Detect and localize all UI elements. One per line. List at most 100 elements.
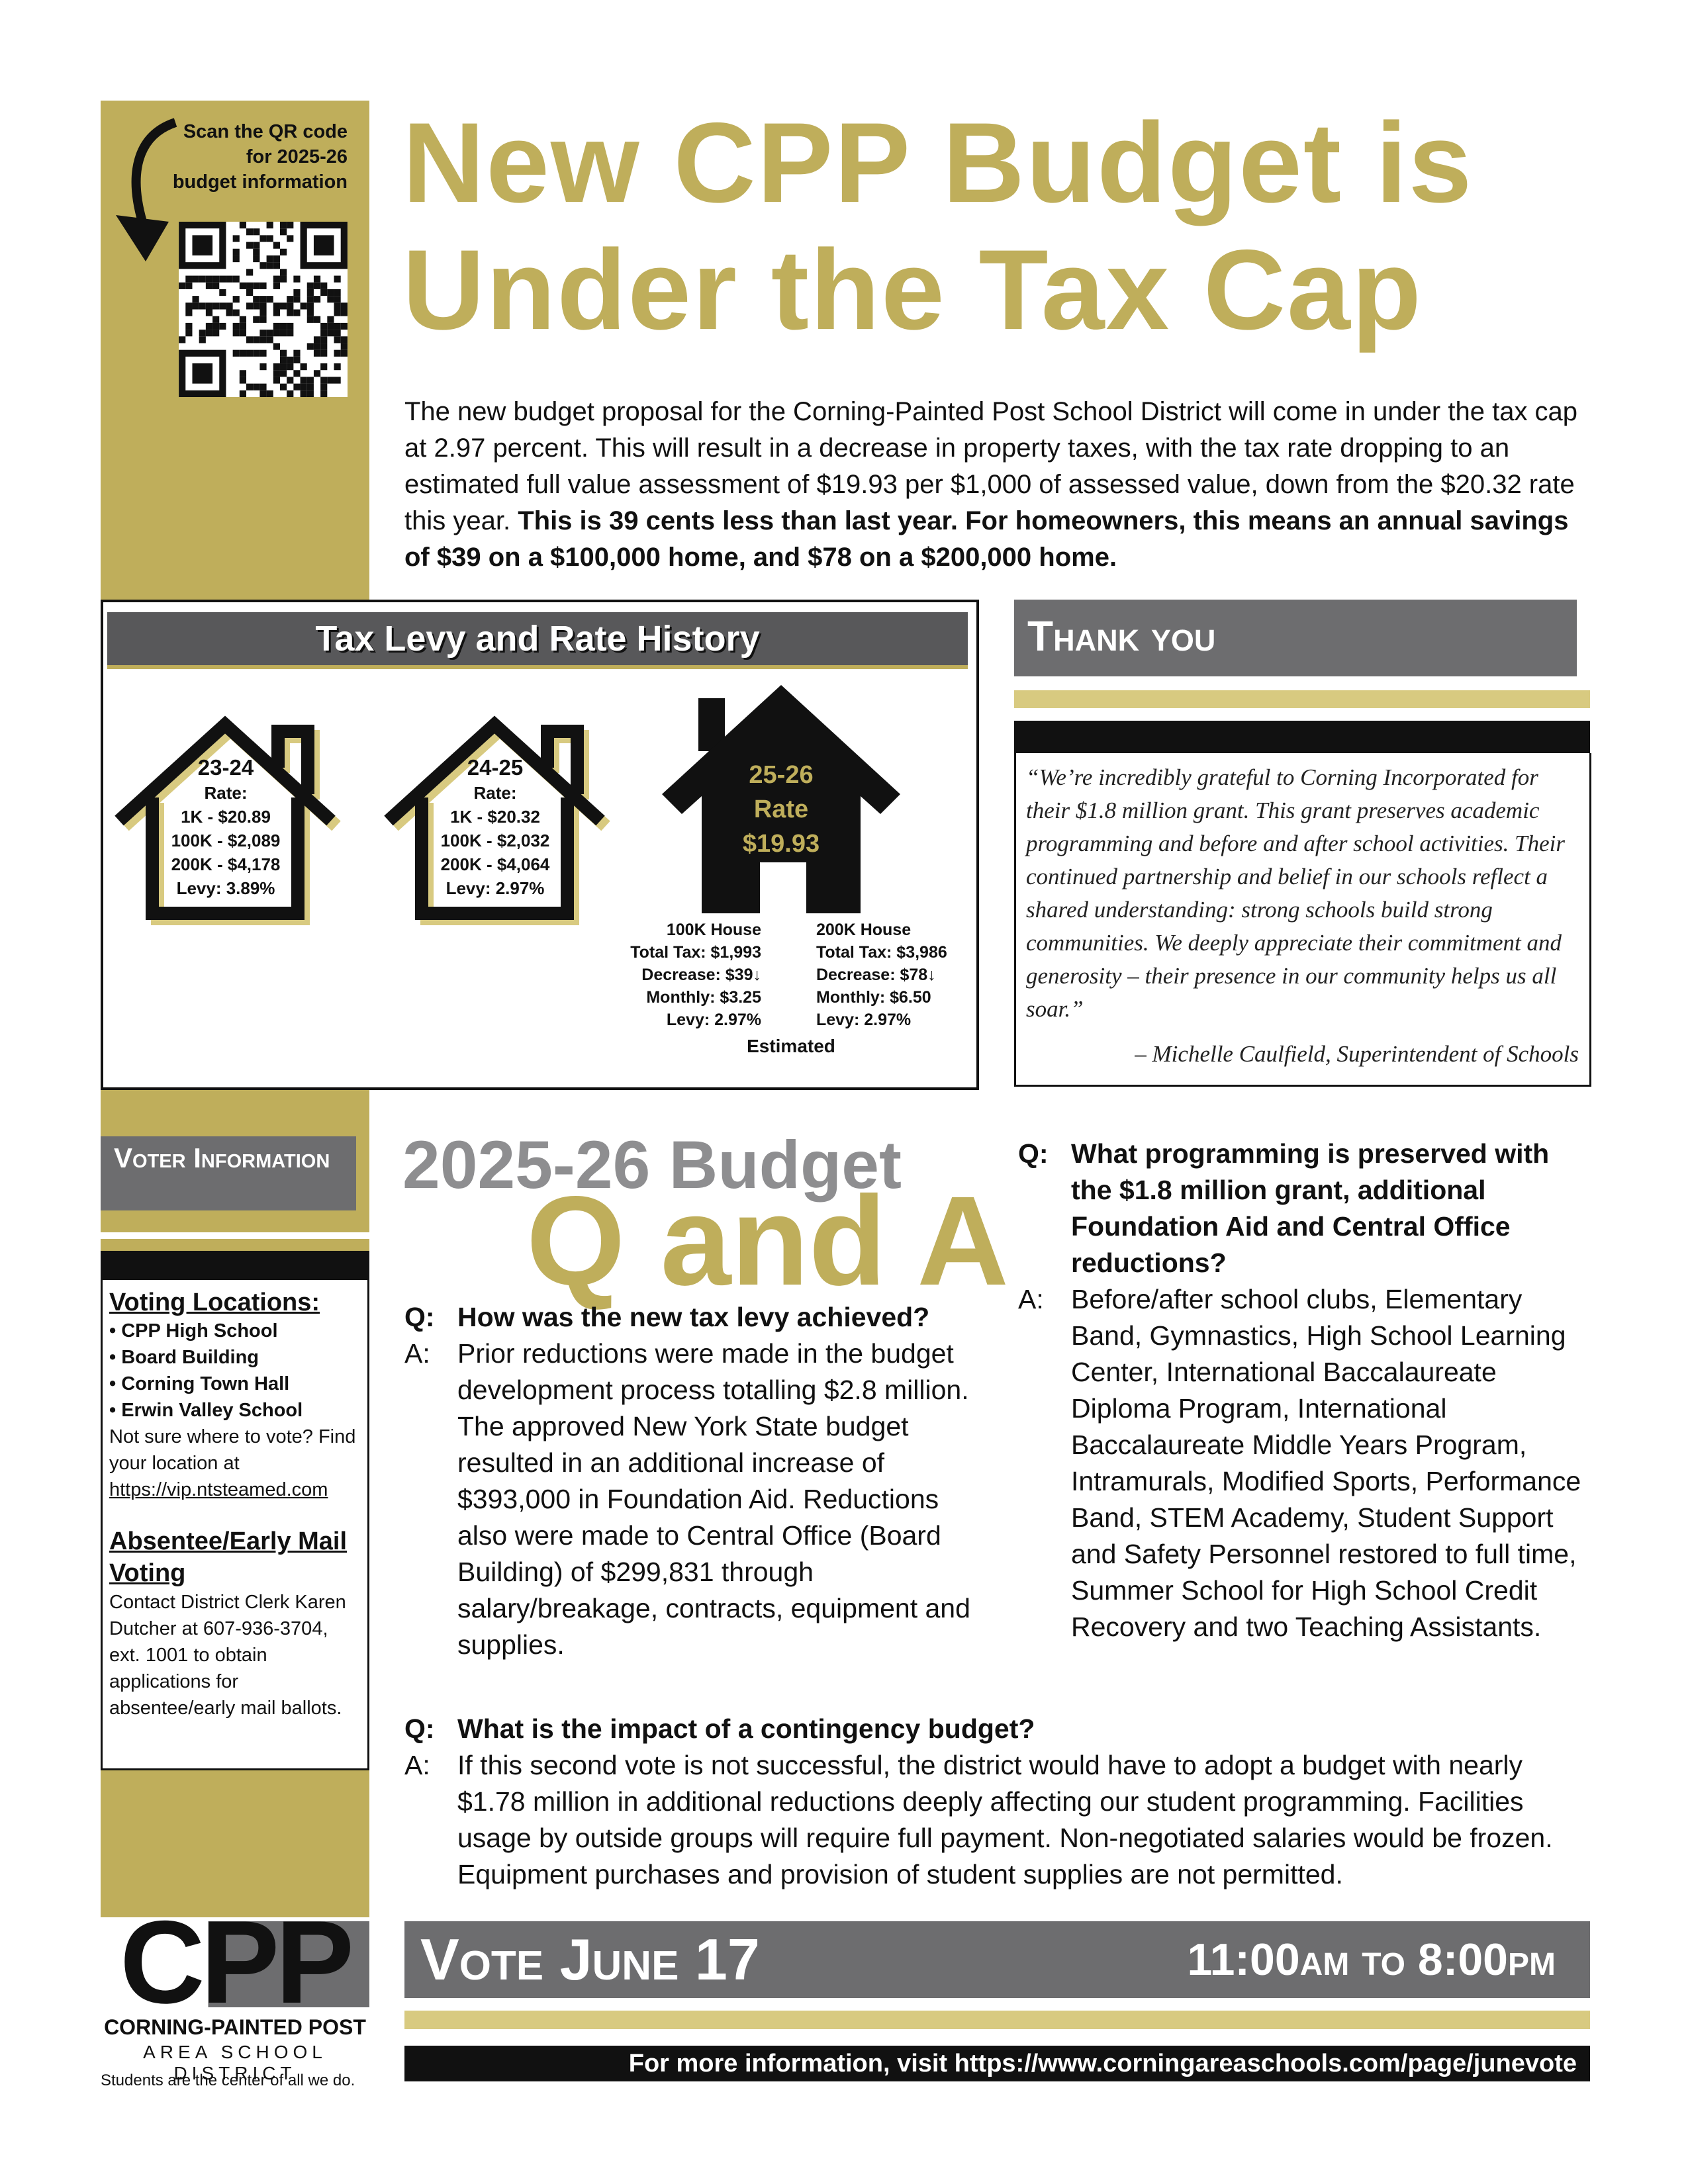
qr-code [179, 222, 348, 397]
detail-line: Decrease: $78↓ [816, 966, 936, 984]
qr-module [259, 262, 267, 269]
qr-module [266, 255, 273, 263]
qr-module [334, 363, 341, 371]
qr-module [334, 377, 341, 384]
qr-module [287, 235, 294, 242]
qr-module [340, 322, 348, 330]
qr-module [185, 330, 193, 337]
qr-module [306, 282, 314, 289]
qr-module [239, 282, 247, 289]
house-icon [384, 715, 610, 925]
qr-module [287, 330, 294, 337]
qr-module [334, 309, 341, 316]
qr-module [226, 275, 233, 283]
quote-box [1014, 753, 1591, 1087]
answer-row: A: Prior reductions were made in the budg… [404, 1336, 987, 1663]
qr-module [273, 262, 280, 269]
qr-module [320, 343, 328, 350]
qr-module [246, 242, 254, 249]
qr-module [259, 316, 267, 323]
q-label: Q: [404, 1302, 435, 1332]
qr-module [313, 296, 321, 303]
qr-module [279, 356, 287, 364]
qr-module [259, 349, 267, 357]
answer-row: A: If this second vote is not successful,… [404, 1747, 1596, 1893]
qr-module [246, 349, 254, 357]
house-icon [115, 715, 341, 925]
qr-module [273, 330, 280, 337]
house-details: 100K House Total Tax: $1,993 Decrease: $39… [583, 919, 761, 1031]
a-label: A: [404, 1338, 430, 1369]
title-line: Under the Tax Cap [402, 226, 1423, 353]
qr-module [199, 330, 206, 337]
question: What programming is preserved with the $… [1071, 1138, 1550, 1278]
qr-module [320, 282, 328, 289]
qr-module [266, 336, 273, 343]
qr-module [279, 269, 287, 276]
a-label: A: [1018, 1284, 1044, 1314]
qr-module [259, 390, 267, 397]
qr-module [273, 282, 280, 289]
qr-module [313, 316, 321, 323]
qr-module [340, 343, 348, 350]
qr-module [320, 390, 328, 397]
qr-module [205, 309, 213, 316]
qr-module [340, 302, 348, 310]
qr-module [313, 370, 321, 377]
qr-module [253, 349, 260, 357]
qr-module [279, 330, 287, 337]
qr-module [320, 322, 328, 330]
qr-module [239, 349, 247, 357]
qr-module [232, 296, 240, 303]
voter-title: Voter Information [101, 1136, 356, 1210]
qr-module [259, 336, 267, 343]
rate-line: Rate: [204, 783, 248, 803]
answer: Before/after school clubs, Elementary Ba… [1071, 1284, 1581, 1642]
qr-module [259, 296, 267, 303]
qr-module [313, 275, 321, 283]
qr-module [212, 322, 220, 330]
qr-module [266, 262, 273, 269]
qr-module [266, 222, 273, 229]
qr-module [212, 330, 220, 337]
qr-module [253, 336, 260, 343]
qr-module [313, 349, 321, 357]
qr-module [306, 316, 314, 323]
rate-line: 100K - $2,089 [171, 831, 281, 850]
qr-module [266, 330, 273, 337]
rate-line: Levy: 2.97% [445, 878, 545, 898]
qr-module [340, 336, 348, 343]
qr-module [226, 309, 233, 316]
qr-module [199, 336, 206, 343]
house-text: 23-24 Rate: 1K - $20.89 100K - $2,089 200K -… [140, 754, 312, 900]
qa-title-main: Q and A [526, 1169, 1009, 1312]
qr-module [273, 275, 280, 283]
qr-module [259, 235, 267, 242]
vote-bar [404, 1921, 1590, 1998]
detail-line: Total Tax: $1,993 [630, 943, 761, 962]
qr-module [293, 356, 301, 364]
detail-line: Monthly: $3.25 [646, 988, 761, 1007]
qr-module [340, 349, 348, 357]
answer-row: A: Before/after school clubs, Elementary … [1018, 1281, 1594, 1645]
qr-module [253, 383, 260, 390]
qr-module [306, 383, 314, 390]
qr-module [259, 309, 267, 316]
qr-module [253, 228, 260, 236]
q-label: Q: [1018, 1138, 1049, 1169]
qr-module [293, 370, 301, 377]
answer: If this second vote is not successful, t… [457, 1750, 1553, 1889]
qr-module [239, 316, 247, 323]
qr-module [253, 242, 260, 249]
qr-module [179, 282, 186, 289]
qr-module [219, 322, 226, 330]
qr-module [313, 343, 321, 350]
qr-module [185, 322, 193, 330]
qr-module [313, 336, 321, 343]
qr-module [205, 330, 213, 337]
qa-item: Q: How was the new tax levy achieved? A: Pr… [404, 1299, 987, 1663]
qr-module [320, 336, 328, 343]
qr-module [300, 390, 307, 397]
detail-line: Total Tax: $3,986 [816, 943, 947, 962]
